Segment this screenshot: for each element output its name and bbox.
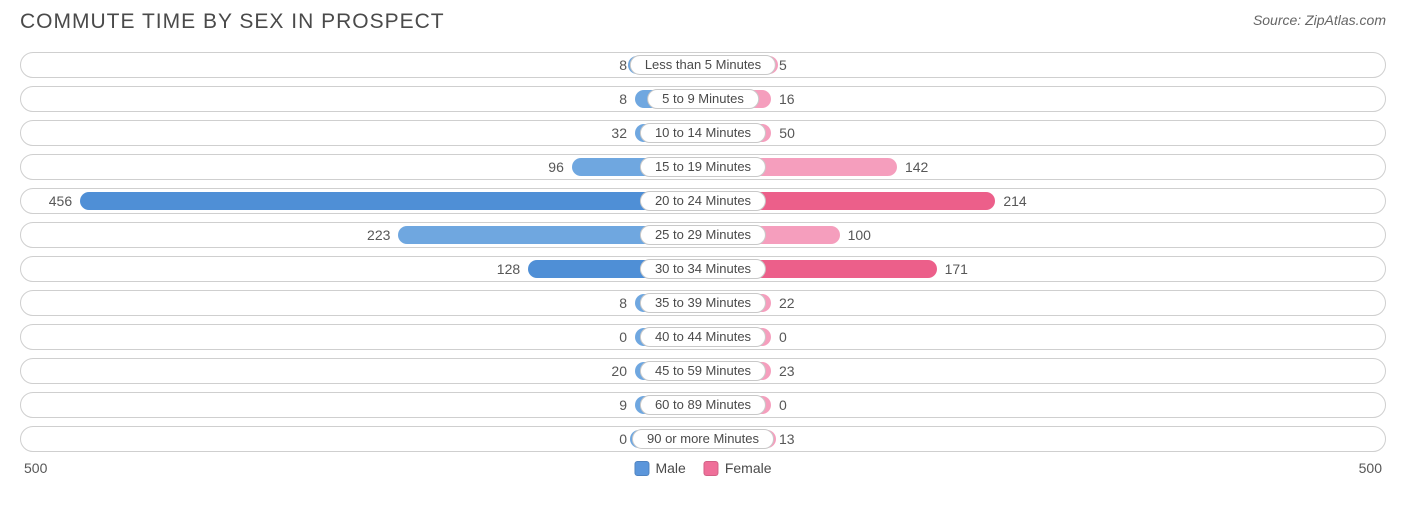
value-female: 0 xyxy=(779,393,787,417)
swatch-female xyxy=(704,461,719,476)
value-female: 50 xyxy=(779,121,795,145)
half-male: 8 xyxy=(21,291,703,315)
value-male: 96 xyxy=(548,155,564,179)
value-male: 9 xyxy=(619,393,627,417)
swatch-male xyxy=(634,461,649,476)
half-male: 20 xyxy=(21,359,703,383)
chart-source: Source: ZipAtlas.com xyxy=(1253,10,1386,28)
value-female: 142 xyxy=(905,155,928,179)
value-male: 456 xyxy=(49,189,72,213)
half-male: 96 xyxy=(21,155,703,179)
half-male: 223 xyxy=(21,223,703,247)
half-male: 128 xyxy=(21,257,703,281)
chart-row: 9 0 60 to 89 Minutes xyxy=(20,392,1386,418)
half-male: 456 xyxy=(21,189,703,213)
category-label: 45 to 59 Minutes xyxy=(640,361,766,381)
half-female: 16 xyxy=(703,87,1385,111)
axis-max-left: 500 xyxy=(24,460,47,476)
value-female: 171 xyxy=(945,257,968,281)
chart-row: 20 23 45 to 59 Minutes xyxy=(20,358,1386,384)
category-label: 25 to 29 Minutes xyxy=(640,225,766,245)
legend-item-female: Female xyxy=(704,460,772,476)
category-label: 90 or more Minutes xyxy=(632,429,774,449)
category-label: 40 to 44 Minutes xyxy=(640,327,766,347)
value-male: 0 xyxy=(619,427,627,451)
value-female: 13 xyxy=(779,427,795,451)
axis-max-right: 500 xyxy=(1359,460,1382,476)
value-male: 8 xyxy=(619,87,627,111)
category-label: 10 to 14 Minutes xyxy=(640,123,766,143)
legend-label-male: Male xyxy=(655,460,685,476)
half-female: 22 xyxy=(703,291,1385,315)
chart-row: 223 100 25 to 29 Minutes xyxy=(20,222,1386,248)
half-female: 171 xyxy=(703,257,1385,281)
half-male: 8 xyxy=(21,53,703,77)
commute-chart: COMMUTE TIME BY SEX IN PROSPECT Source: … xyxy=(0,0,1406,523)
value-female: 214 xyxy=(1003,189,1026,213)
chart-row: 456 214 20 to 24 Minutes xyxy=(20,188,1386,214)
half-female: 13 xyxy=(703,427,1385,451)
chart-row: 8 5Less than 5 Minutes xyxy=(20,52,1386,78)
chart-rows: 85Less than 5 Minutes8165 to 9 Minutes32… xyxy=(16,52,1390,452)
chart-row: 8 22 35 to 39 Minutes xyxy=(20,290,1386,316)
legend: Male Female xyxy=(634,460,771,476)
half-female: 0 xyxy=(703,393,1385,417)
category-label: 20 to 24 Minutes xyxy=(640,191,766,211)
chart-row: 8 16 5 to 9 Minutes xyxy=(20,86,1386,112)
half-female: 50 xyxy=(703,121,1385,145)
half-female: 100 xyxy=(703,223,1385,247)
chart-title: COMMUTE TIME BY SEX IN PROSPECT xyxy=(20,10,445,34)
value-female: 23 xyxy=(779,359,795,383)
value-female: 5 xyxy=(779,53,787,77)
half-female: 23 xyxy=(703,359,1385,383)
value-male: 0 xyxy=(619,325,627,349)
half-male: 0 xyxy=(21,325,703,349)
chart-row: 0 0 40 to 44 Minutes xyxy=(20,324,1386,350)
half-male: 8 xyxy=(21,87,703,111)
value-male: 32 xyxy=(611,121,627,145)
value-female: 100 xyxy=(848,223,871,247)
value-male: 8 xyxy=(619,53,627,77)
value-female: 16 xyxy=(779,87,795,111)
chart-row: 96 142 15 to 19 Minutes xyxy=(20,154,1386,180)
chart-header: COMMUTE TIME BY SEX IN PROSPECT Source: … xyxy=(16,10,1390,34)
value-female: 22 xyxy=(779,291,795,315)
half-male: 0 xyxy=(21,427,703,451)
category-label: 15 to 19 Minutes xyxy=(640,157,766,177)
value-male: 8 xyxy=(619,291,627,315)
category-label: 30 to 34 Minutes xyxy=(640,259,766,279)
category-label: 35 to 39 Minutes xyxy=(640,293,766,313)
half-female: 5 xyxy=(703,53,1385,77)
half-female: 214 xyxy=(703,189,1385,213)
bar-male xyxy=(80,192,703,210)
category-label: 5 to 9 Minutes xyxy=(647,89,759,109)
category-label: 60 to 89 Minutes xyxy=(640,395,766,415)
value-male: 20 xyxy=(611,359,627,383)
half-male: 32 xyxy=(21,121,703,145)
legend-label-female: Female xyxy=(725,460,772,476)
value-male: 128 xyxy=(497,257,520,281)
chart-row: 32 50 10 to 14 Minutes xyxy=(20,120,1386,146)
half-female: 0 xyxy=(703,325,1385,349)
category-label: Less than 5 Minutes xyxy=(630,55,776,75)
value-female: 0 xyxy=(779,325,787,349)
chart-footer: 500 Male Female 500 xyxy=(16,460,1390,490)
chart-row: 128 171 30 to 34 Minutes xyxy=(20,256,1386,282)
half-male: 9 xyxy=(21,393,703,417)
chart-row: 0 1390 or more Minutes xyxy=(20,426,1386,452)
half-female: 142 xyxy=(703,155,1385,179)
legend-item-male: Male xyxy=(634,460,685,476)
value-male: 223 xyxy=(367,223,390,247)
